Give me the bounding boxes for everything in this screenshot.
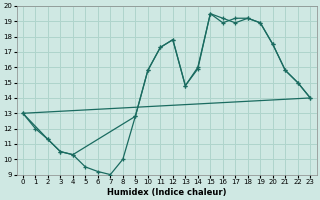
X-axis label: Humidex (Indice chaleur): Humidex (Indice chaleur)	[107, 188, 226, 197]
